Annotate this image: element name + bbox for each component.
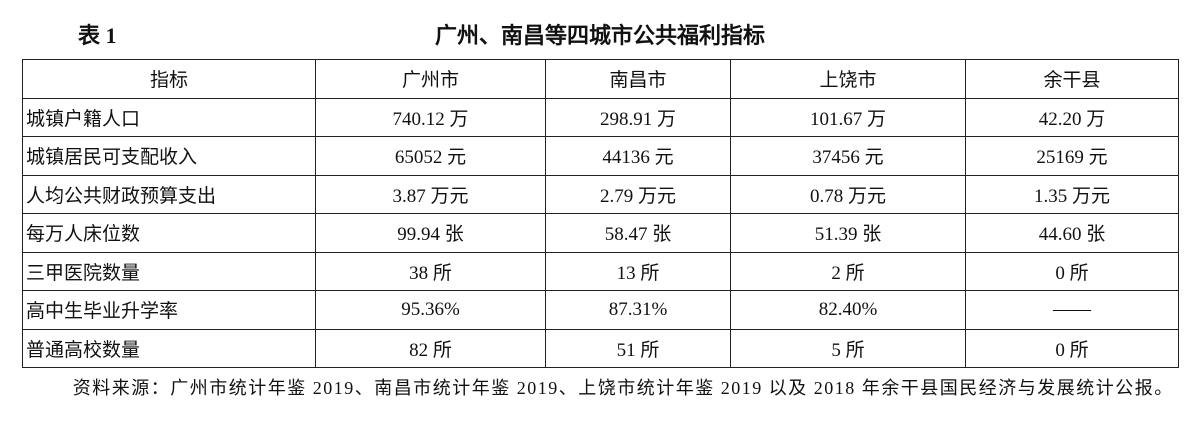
table-cell: ——	[965, 290, 1179, 330]
table-cell: 37456 元	[730, 136, 966, 176]
table-cell: 95.36%	[315, 290, 546, 330]
table-cell: 5 所	[730, 328, 966, 368]
row-label: 城镇户籍人口	[22, 97, 316, 137]
column-header: 广州市	[315, 59, 546, 99]
table-cell: 2 所	[730, 251, 966, 291]
table-cell: 0 所	[965, 328, 1179, 368]
table-cell: 740.12 万	[315, 97, 546, 137]
table-body: 城镇户籍人口 740.12 万 298.91 万 101.67 万 42.20 万城镇居…	[22, 97, 1179, 368]
table-cell: 65052 元	[315, 136, 546, 176]
table-cell: 99.94 张	[315, 213, 546, 253]
row-label: 人均公共财政预算支出	[22, 174, 316, 214]
table-cell: 298.91 万	[545, 97, 731, 137]
column-header: 指标	[22, 59, 316, 99]
table-cell: 51.39 张	[730, 213, 966, 253]
table-cell: 13 所	[545, 251, 731, 291]
table-row: 城镇居民可支配收入 65052 元 44136 元 37456 元 25169 元	[22, 136, 1179, 176]
table-cell: 0.78 万元	[730, 174, 966, 214]
table-row: 人均公共财政预算支出 3.87 万元 2.79 万元 0.78 万元 1.35 万元	[22, 174, 1179, 214]
table-cell: 82.40%	[730, 290, 966, 330]
table-cell: 1.35 万元	[965, 174, 1179, 214]
table-cell: 3.87 万元	[315, 174, 546, 214]
row-label: 高中生毕业升学率	[22, 290, 316, 330]
table-cell: 38 所	[315, 251, 546, 291]
row-label: 三甲医院数量	[22, 251, 316, 291]
table-cell: 44136 元	[545, 136, 731, 176]
row-label: 普通高校数量	[22, 328, 316, 368]
table-cell: 0 所	[965, 251, 1179, 291]
column-header: 余干县	[965, 59, 1179, 99]
data-table: 指标 广州市 南昌市 上饶市 余干县 城镇户籍人口 740.12 万 298.91 万 101…	[22, 59, 1179, 368]
table-label: 表 1	[78, 23, 117, 48]
table-cell: 2.79 万元	[545, 174, 731, 214]
source-note: 资料来源：广州市统计年鉴 2019、南昌市统计年鉴 2019、上饶市统计年鉴 2…	[72, 378, 1174, 398]
table-cell: 101.67 万	[730, 97, 966, 137]
table-cell: 44.60 张	[965, 213, 1179, 253]
header-row: 指标 广州市 南昌市 上饶市 余干县	[22, 59, 1179, 99]
column-header: 上饶市	[730, 59, 966, 99]
table-row: 城镇户籍人口 740.12 万 298.91 万 101.67 万 42.20 万	[22, 97, 1179, 137]
row-label: 每万人床位数	[22, 213, 316, 253]
table-cell: 25169 元	[965, 136, 1179, 176]
table-cell: 58.47 张	[545, 213, 731, 253]
column-header: 南昌市	[545, 59, 731, 99]
table-title: 广州、南昌等四城市公共福利指标	[434, 23, 765, 48]
row-label: 城镇居民可支配收入	[22, 136, 316, 176]
table-row: 每万人床位数 99.94 张 58.47 张 51.39 张 44.60 张	[22, 213, 1179, 253]
table-row: 高中生毕业升学率 95.36% 87.31% 82.40% ——	[22, 290, 1179, 330]
table-cell: 51 所	[545, 328, 731, 368]
table-cell: 42.20 万	[965, 97, 1179, 137]
table-cell: 87.31%	[545, 290, 731, 330]
table-cell: 82 所	[315, 328, 546, 368]
